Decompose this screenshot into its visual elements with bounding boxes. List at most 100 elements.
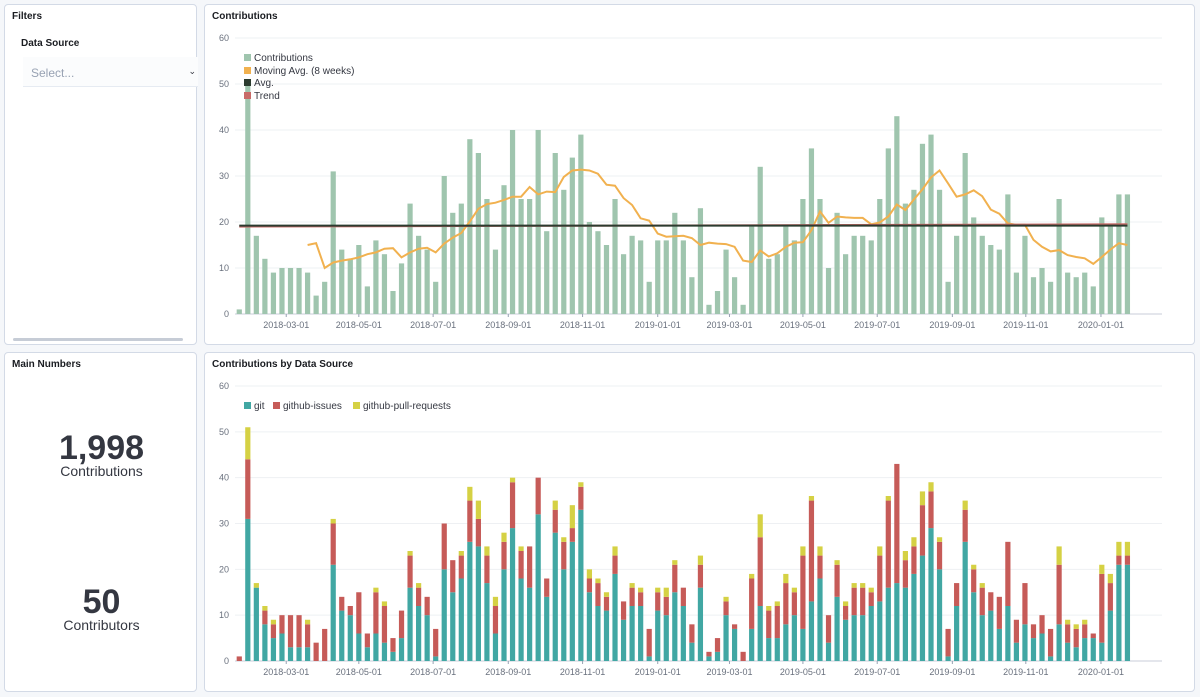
contribution-bar — [834, 212, 840, 314]
contributions-chart[interactable]: 0 10 20 30 40 50 60 2018-03-01 2018-05-01 2018-07… — [205, 5, 1196, 346]
git-bar — [424, 615, 430, 661]
contribution-bar — [424, 249, 430, 314]
contributions-by-source-panel: Contributions by Data Source 0 10 20 30 40 50… — [204, 352, 1195, 692]
github-pull-requests-bar — [1073, 624, 1079, 629]
contributions-count-label: Contributions — [60, 463, 143, 479]
legend-label: github-pull-requests — [363, 401, 451, 412]
github-issues-bar — [1039, 615, 1045, 634]
contribution-bar — [766, 258, 772, 314]
github-issues-bar — [672, 564, 678, 593]
github-issues-bar — [544, 578, 550, 597]
legend-label: git — [254, 401, 265, 412]
git-bar — [663, 615, 669, 661]
github-pull-requests-bar — [868, 587, 874, 593]
github-pull-requests-bar — [723, 596, 729, 602]
github-pull-requests-bar — [766, 606, 772, 611]
git-bar — [757, 606, 763, 661]
github-issues-bar — [236, 656, 242, 661]
github-issues-bar — [390, 638, 396, 652]
github-issues-bar — [1107, 583, 1113, 611]
y-tick-label: 0 — [224, 309, 229, 319]
x-tick-label: 2019-09-01 — [929, 667, 975, 677]
x-tick-label: 2020-01-01 — [1078, 320, 1124, 330]
github-issues-bar — [689, 624, 695, 643]
contribution-bar — [689, 277, 695, 314]
git-bar — [1039, 633, 1045, 661]
contribution-bar — [458, 203, 464, 314]
github-issues-bar — [296, 615, 302, 648]
chevron-down-icon: ⌄ — [188, 66, 196, 76]
y-tick-label: 40 — [219, 125, 229, 135]
github-pull-requests-bar — [578, 482, 584, 487]
github-issues-bar — [620, 601, 627, 620]
git-bar — [304, 647, 311, 661]
git-bar — [279, 633, 285, 661]
github-pull-requests-bar — [518, 546, 524, 551]
data-source-select[interactable]: Select... ⌄ — [23, 57, 198, 87]
github-pull-requests-bar — [697, 555, 704, 565]
contribution-bar — [714, 291, 721, 314]
github-pull-requests-bar — [603, 592, 610, 597]
contribution-bar — [313, 295, 319, 314]
git-bar — [620, 619, 627, 661]
git-bar — [1047, 656, 1054, 661]
legend-swatch — [244, 67, 251, 74]
github-issues-bar — [279, 615, 285, 634]
git-bar — [774, 638, 780, 661]
x-tick-label: 2018-09-01 — [485, 320, 531, 330]
contribution-bar — [954, 235, 960, 314]
git-bar — [492, 633, 499, 661]
github-issues-bar — [680, 587, 686, 606]
github-pull-requests-bar — [304, 619, 311, 625]
git-bar — [1005, 606, 1011, 661]
legend-swatch — [244, 79, 251, 86]
github-issues-bar — [287, 615, 294, 648]
github-issues-bar — [1065, 624, 1071, 643]
contribution-bar — [330, 171, 336, 314]
horizontal-scrollbar[interactable] — [13, 338, 183, 341]
github-pull-requests-bar — [1056, 546, 1062, 565]
git-bar — [381, 642, 388, 661]
github-issues-bar — [706, 651, 712, 657]
github-issues-bar — [569, 528, 575, 542]
contribution-bar — [304, 272, 311, 314]
contribution-bar — [1073, 277, 1079, 314]
git-bar — [390, 651, 396, 661]
github-issues-bar — [356, 592, 362, 634]
git-bar — [433, 656, 439, 661]
git-bar — [629, 606, 635, 661]
github-issues-bar — [535, 477, 541, 515]
git-bar — [450, 592, 456, 661]
github-pull-requests-bar — [808, 496, 815, 501]
git-bar — [954, 606, 960, 661]
git-bar — [612, 573, 618, 661]
git-bar — [800, 628, 806, 661]
contribution-bar — [501, 185, 507, 314]
github-issues-bar — [894, 463, 900, 584]
contribution-bar — [1005, 194, 1011, 314]
git-bar — [1022, 624, 1028, 661]
contribution-bar — [1047, 281, 1054, 314]
github-issues-bar — [714, 638, 721, 652]
contributions-by-source-chart[interactable]: 0 10 20 30 40 50 60 2018-03-01 2018-05-01 2018-07… — [205, 353, 1196, 693]
contribution-bar — [450, 212, 456, 314]
git-bar — [475, 546, 481, 661]
github-pull-requests-bar — [919, 491, 926, 506]
github-issues-bar — [757, 537, 763, 606]
git-bar — [1056, 624, 1062, 661]
y-tick-label: 20 — [219, 564, 229, 574]
git-bar — [1116, 564, 1122, 661]
github-pull-requests-bar — [245, 427, 251, 460]
contribution-bar — [843, 254, 849, 314]
git-bar — [1082, 638, 1088, 661]
legend-swatch — [273, 402, 280, 409]
git-bar — [552, 532, 558, 661]
git-bar — [988, 610, 994, 661]
x-tick-label: 2018-07-01 — [410, 667, 456, 677]
contribution-bar — [253, 235, 259, 314]
contribution-bar — [723, 249, 729, 314]
git-bar — [834, 596, 840, 661]
contribution-bar — [322, 281, 328, 314]
git-bar — [1065, 642, 1071, 661]
github-pull-requests-bar — [330, 518, 336, 524]
